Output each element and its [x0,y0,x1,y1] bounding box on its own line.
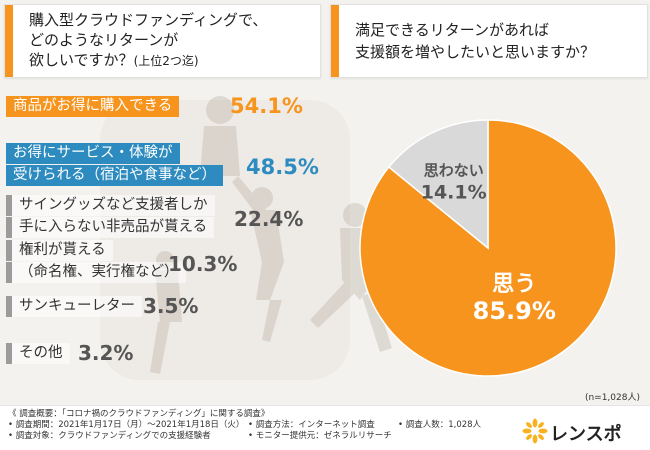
question-accent-bar [5,5,13,77]
pie-slice-label: 思わない [424,162,484,180]
option-label: サイングッズなど支援者しか [6,195,215,216]
question-accent-bar [331,5,339,77]
footer-method: • 調査方法：インターネット調査 [248,420,375,430]
footer-period: • 調査期間：2021年1月17日（月）〜2021年1月18日（火） [8,420,245,430]
question-left-line1: 購入型クラウドファンディングで、 [29,11,268,29]
footer-provider: • モニター提供元：ゼネラルリサーチ [248,431,392,441]
option-value: 22.4% [234,207,304,231]
pie-chart: 思う 85.9% 思わない 14.1% [330,108,646,378]
question-left-line3: 欲しいですか？ [29,51,134,69]
question-right-line2: 支援額を増やしたいと思いますか？ [355,43,596,61]
survey-footer: 《 調査概要：「コロナ禍のクラウドファンディング」に関する調査》 • 調査期間：… [0,405,650,450]
question-left-text: 購入型クラウドファンディングで、 どのようなリターンが 欲しいですか？(上位2つ… [29,10,267,71]
question-left-note: (上位2つ迄) [133,54,199,68]
option-value: 10.3% [168,252,238,276]
background-athletes-image [150,96,392,374]
option-label: （命名権、実行権など） [6,262,186,283]
pie-slice-value: 85.9% [473,297,556,325]
option-value: 3.5% [143,294,199,318]
brand-burst-icon [522,418,548,444]
pie-slice [387,119,489,250]
question-right-text: 満足できるリターンがあれば 支援額を増やしたいと思いますか？ [355,19,595,63]
option-value: 3.2% [78,341,134,365]
footer-count: • 調査人数：1,028人 [398,420,482,430]
pie-slice-label: 思う [492,272,536,297]
brand-logo: レンスポ [522,418,642,445]
option-label: サンキューレター [6,296,142,317]
option-value: 48.5% [246,155,319,179]
brand-logo-text: レンスポ [550,424,622,445]
sample-size: (n=1,028人) [584,393,640,403]
option-label: 商品がお得に購入できる [6,96,180,117]
question-right-line1: 満足できるリターンがあれば [355,21,549,39]
pie-slice-value: 14.1% [421,182,487,204]
question-box-left: 購入型クラウドファンディングで、 どのようなリターンが 欲しいですか？(上位2つ… [4,4,321,78]
question-box-right: 満足できるリターンがあれば 支援額を増やしたいと思いますか？ [330,4,648,78]
question-left-line2: どのようなリターンが [29,31,179,49]
footer-target: • 調査対象：クラウドファンディングでの支援経験者 [8,431,211,441]
footer-survey-title: 《 調査概要：「コロナ禍のクラウドファンディング」に関する調査》 [8,409,270,419]
option-label: 権利が貰える [6,240,113,261]
option-label: お得にサービス・体験が [6,143,180,164]
option-label: 手に入らない非売品が貰える [6,217,215,238]
option-label: 受けられる（宿泊や食事など） [6,165,223,186]
option-label: その他 [6,343,70,364]
option-value: 54.1% [230,94,303,118]
